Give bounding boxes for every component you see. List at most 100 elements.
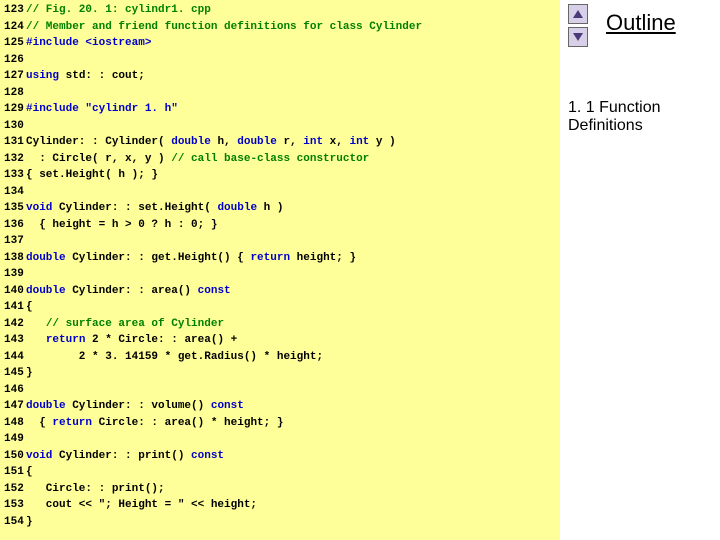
- code-text: { set.Height( h ); }: [26, 167, 556, 184]
- code-text: using std: : cout;: [26, 68, 556, 85]
- code-text: double Cylinder: : area() const: [26, 283, 556, 300]
- code-line: 153 cout << "; Height = " << height;: [4, 497, 556, 514]
- code-segment: Cylinder: : Cylinder(: [26, 136, 171, 148]
- code-text: [26, 431, 556, 448]
- line-number: 144: [4, 349, 26, 366]
- code-line: 141{: [4, 299, 556, 316]
- line-number: 138: [4, 250, 26, 267]
- keyword: double: [26, 400, 66, 412]
- code-segment: Cylinder: : area(): [66, 285, 198, 297]
- code-line: 147double Cylinder: : volume() const: [4, 398, 556, 415]
- code-text: [26, 266, 556, 283]
- keyword: return: [46, 334, 86, 346]
- code-text: Cylinder: : Cylinder( double h, double r…: [26, 134, 556, 151]
- code-text: [26, 85, 556, 102]
- code-line: 135void Cylinder: : set.Height( double h…: [4, 200, 556, 217]
- line-number: 139: [4, 266, 26, 283]
- code-segment: {: [26, 301, 33, 313]
- outline-title: Outline: [606, 10, 676, 36]
- keyword: double: [237, 136, 277, 148]
- code-text: double Cylinder: : volume() const: [26, 398, 556, 415]
- line-number: 140: [4, 283, 26, 300]
- code-line: 138double Cylinder: : get.Height() { ret…: [4, 250, 556, 267]
- code-line: 150void Cylinder: : print() const: [4, 448, 556, 465]
- code-text: }: [26, 514, 556, 531]
- nav-down-button[interactable]: [568, 27, 588, 47]
- code-line: 128: [4, 85, 556, 102]
- comment: // surface area of Cylinder: [46, 318, 224, 330]
- code-segment: x,: [323, 136, 349, 148]
- code-segment: Circle: : area() * height; }: [92, 417, 283, 429]
- code-text: double Cylinder: : get.Height() { return…: [26, 250, 556, 267]
- code-line: 130: [4, 118, 556, 135]
- code-line: 145}: [4, 365, 556, 382]
- code-line: 132 : Circle( r, x, y ) // call base-cla…: [4, 151, 556, 168]
- code-segment: { height = h > 0 ? h : 0; }: [26, 219, 217, 231]
- code-line: 151{: [4, 464, 556, 481]
- code-segment: }: [26, 367, 33, 379]
- code-area: 123// Fig. 20. 1: cylindr1. cpp124// Mem…: [0, 0, 560, 540]
- keyword: double: [26, 252, 66, 264]
- code-text: [26, 233, 556, 250]
- code-text: : Circle( r, x, y ) // call base-class c…: [26, 151, 556, 168]
- line-number: 136: [4, 217, 26, 234]
- code-segment: [26, 318, 46, 330]
- keyword: void: [26, 202, 52, 214]
- nav-up-button[interactable]: [568, 4, 588, 24]
- code-text: void Cylinder: : print() const: [26, 448, 556, 465]
- line-number: 129: [4, 101, 26, 118]
- line-number: 130: [4, 118, 26, 135]
- line-number: 126: [4, 52, 26, 69]
- line-number: 149: [4, 431, 26, 448]
- code-segment: Cylinder: : print(): [52, 450, 191, 462]
- code-segment: h ): [257, 202, 283, 214]
- code-segment: {: [26, 466, 33, 478]
- code-line: 154}: [4, 514, 556, 531]
- code-line: 134: [4, 184, 556, 201]
- code-segment: {: [26, 417, 52, 429]
- code-line: 152 Circle: : print();: [4, 481, 556, 498]
- line-number: 150: [4, 448, 26, 465]
- line-number: 125: [4, 35, 26, 52]
- code-text: return 2 * Circle: : area() +: [26, 332, 556, 349]
- keyword: void: [26, 450, 52, 462]
- line-number: 148: [4, 415, 26, 432]
- code-segment: r,: [277, 136, 303, 148]
- keyword: const: [191, 450, 224, 462]
- code-line: 129#include "cylindr 1. h": [4, 101, 556, 118]
- code-line: 149: [4, 431, 556, 448]
- chevron-up-icon: [573, 10, 583, 18]
- code-segment: cout << "; Height = " << height;: [26, 499, 257, 511]
- code-text: {: [26, 299, 556, 316]
- line-number: 134: [4, 184, 26, 201]
- code-line: 126: [4, 52, 556, 69]
- line-number: 152: [4, 481, 26, 498]
- code-text: void Cylinder: : set.Height( double h ): [26, 200, 556, 217]
- comment: // call base-class constructor: [171, 153, 369, 165]
- line-number: 131: [4, 134, 26, 151]
- code-line: 146: [4, 382, 556, 399]
- code-text: }: [26, 365, 556, 382]
- keyword: #include <iostream>: [26, 37, 151, 49]
- code-segment: h,: [211, 136, 237, 148]
- nav-icons: [568, 4, 588, 47]
- line-number: 146: [4, 382, 26, 399]
- code-text: #include <iostream>: [26, 35, 556, 52]
- outline-subheading: 1. 1 Function Definitions: [568, 99, 712, 135]
- code-segment: Circle: : print();: [26, 483, 165, 495]
- code-text: [26, 118, 556, 135]
- line-number: 142: [4, 316, 26, 333]
- code-line: 124// Member and friend function definit…: [4, 19, 556, 36]
- keyword: return: [250, 252, 290, 264]
- line-number: 132: [4, 151, 26, 168]
- code-text: { return Circle: : area() * height; }: [26, 415, 556, 432]
- code-line: 143 return 2 * Circle: : area() +: [4, 332, 556, 349]
- code-line: 131Cylinder: : Cylinder( double h, doubl…: [4, 134, 556, 151]
- keyword: #include "cylindr 1. h": [26, 103, 178, 115]
- code-text: {: [26, 464, 556, 481]
- keyword: double: [26, 285, 66, 297]
- code-text: #include "cylindr 1. h": [26, 101, 556, 118]
- code-line: 148 { return Circle: : area() * height; …: [4, 415, 556, 432]
- keyword: int: [349, 136, 369, 148]
- keyword: const: [198, 285, 231, 297]
